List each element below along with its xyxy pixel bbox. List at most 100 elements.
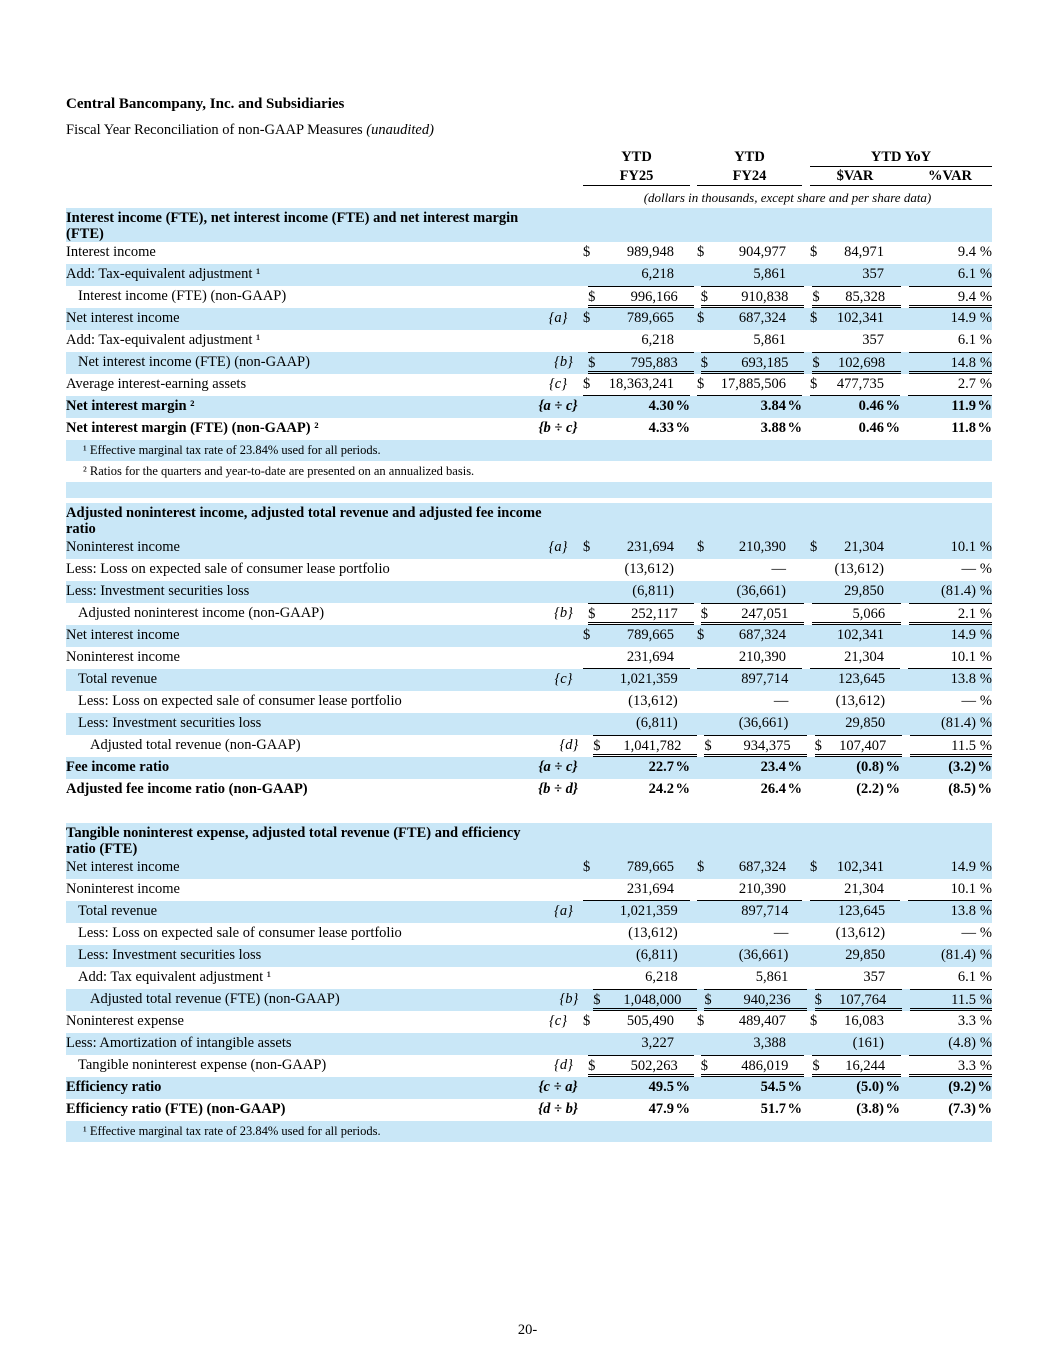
cell-fy24: — bbox=[701, 923, 805, 945]
cell-value: 6.1 bbox=[957, 266, 976, 282]
cell-value: (7.3) bbox=[948, 1101, 976, 1117]
cell-value: 231,694 bbox=[626, 881, 674, 897]
percent-symbol bbox=[678, 353, 694, 371]
cell-value: 107,764 bbox=[839, 992, 887, 1008]
table-section: Interest income (FTE), net interest inco… bbox=[66, 208, 992, 498]
row-ref bbox=[539, 691, 588, 713]
cell-percent-var: 6.1% bbox=[909, 967, 992, 989]
row-label: Noninterest income bbox=[66, 881, 180, 897]
cell-value: 505,490 bbox=[626, 1013, 674, 1029]
cell-value: 3,388 bbox=[753, 1035, 786, 1051]
cell-value: 934,375 bbox=[743, 738, 791, 754]
percent-symbol: % bbox=[977, 781, 993, 797]
cell-fy25: 22.7% bbox=[583, 757, 690, 779]
cell-percent-var: 3.3% bbox=[909, 1055, 992, 1077]
currency-symbol bbox=[909, 691, 923, 713]
currency-symbol bbox=[697, 581, 711, 603]
row-ref bbox=[533, 879, 583, 901]
cell-dollar-var: 0.46% bbox=[810, 396, 900, 418]
cell-value: 904,977 bbox=[738, 244, 786, 260]
row-label: Less: Investment securities loss bbox=[78, 715, 262, 731]
cell-dollar-var: 29,850 bbox=[810, 581, 900, 603]
percent-symbol: % bbox=[979, 649, 992, 665]
row-ref: {c} bbox=[548, 376, 568, 392]
percent-symbol bbox=[674, 581, 690, 603]
cell-fy24: 23.4% bbox=[697, 757, 802, 779]
currency-symbol bbox=[583, 879, 597, 900]
percent-symbol: % bbox=[977, 398, 993, 414]
row-label: Less: Amortization of intangible assets bbox=[66, 1035, 292, 1051]
cell-value: 10.1 bbox=[950, 539, 976, 555]
cell-dollar-var: $21,304 bbox=[810, 537, 900, 559]
cell-percent-var: 10.1% bbox=[908, 537, 992, 559]
currency-symbol: $ bbox=[810, 244, 818, 260]
percent-symbol bbox=[786, 374, 802, 395]
percent-symbol: % bbox=[979, 355, 992, 371]
percent-symbol bbox=[674, 857, 690, 879]
document-page: Central Bancompany, Inc. and Subsidiarie… bbox=[66, 0, 992, 1142]
cell-value: 16,244 bbox=[845, 1058, 886, 1074]
percent-symbol bbox=[674, 308, 690, 330]
currency-symbol bbox=[588, 901, 602, 923]
currency-symbol: $ bbox=[812, 289, 820, 305]
currency-symbol: $ bbox=[697, 627, 705, 643]
cell-percent-var: (9.2)% bbox=[908, 1077, 992, 1099]
row-ref: {a} bbox=[548, 310, 568, 326]
currency-symbol bbox=[910, 736, 924, 754]
cell-fy25: 1,021,359 bbox=[588, 901, 694, 923]
row-label: Interest income bbox=[66, 244, 156, 260]
cell-value: 29,850 bbox=[844, 583, 884, 599]
percent-symbol: % bbox=[977, 1079, 993, 1095]
table-row: Interest income $989,948 $904,977 $84,971 9.… bbox=[66, 242, 992, 264]
cell-value: 210,390 bbox=[738, 539, 786, 555]
table-row: Less: Investment securities loss (6,811) (… bbox=[66, 581, 992, 603]
cell-value: 17,885,506 bbox=[720, 376, 786, 392]
cell-dollar-var: (13,612) bbox=[810, 559, 900, 581]
cell-value: 24.2 bbox=[648, 781, 674, 797]
cell-percent-var: (81.4)% bbox=[908, 581, 992, 603]
currency-symbol bbox=[810, 1099, 824, 1121]
row-ref bbox=[539, 923, 588, 945]
row-ref bbox=[533, 647, 583, 669]
cell-value: 54.5 bbox=[760, 1079, 786, 1095]
cell-percent-var: 2.7% bbox=[908, 374, 992, 396]
table-row: Fee income ratio {a ÷ c} 22.7% 23.4% (0.8)%(… bbox=[66, 757, 992, 779]
currency-symbol bbox=[812, 691, 826, 713]
cell-value: (13,612) bbox=[835, 925, 886, 941]
cell-dollar-var: $84,971 bbox=[810, 242, 900, 264]
currency-symbol bbox=[812, 967, 826, 989]
cell-fy24: 210,390 bbox=[697, 879, 802, 901]
percent-symbol bbox=[674, 879, 690, 900]
table-row: Average interest-earning assets {c} $18,36… bbox=[66, 374, 992, 396]
percent-symbol: % bbox=[979, 693, 992, 709]
percent-symbol bbox=[884, 1011, 900, 1033]
cell-value: (5.0) bbox=[856, 1079, 884, 1095]
row-ref: {d} bbox=[554, 1057, 573, 1073]
percent-symbol: % bbox=[787, 759, 803, 775]
cell-fy25: $789,665 bbox=[583, 308, 690, 330]
currency-symbol bbox=[908, 581, 922, 603]
percent-symbol bbox=[786, 308, 802, 330]
table-row: Less: Amortization of intangible assets 3… bbox=[66, 1033, 992, 1055]
cell-value: (6,811) bbox=[632, 583, 674, 599]
cell-fy25: (13,612) bbox=[588, 691, 694, 713]
row-ref bbox=[539, 713, 588, 735]
currency-symbol bbox=[810, 757, 824, 779]
cell-fy24: 5,861 bbox=[697, 330, 802, 352]
percent-symbol: % bbox=[979, 1035, 992, 1051]
currency-symbol bbox=[697, 396, 711, 418]
cell-fy25: 231,694 bbox=[583, 879, 690, 901]
currency-symbol bbox=[583, 757, 597, 779]
cell-value: (6,811) bbox=[635, 715, 678, 731]
percent-symbol: % bbox=[979, 1013, 992, 1029]
row-label: Efficiency ratio bbox=[66, 1079, 162, 1095]
percent-symbol bbox=[884, 242, 900, 264]
cell-fy25: 49.5% bbox=[583, 1077, 690, 1099]
currency-symbol bbox=[909, 669, 923, 691]
cell-value: (161) bbox=[852, 1035, 884, 1051]
cell-fy25: (6,811) bbox=[588, 945, 694, 967]
row-ref bbox=[533, 264, 583, 286]
cell-value: 5,861 bbox=[755, 969, 789, 985]
currency-symbol bbox=[583, 396, 597, 418]
cell-value: (8.5) bbox=[948, 781, 976, 797]
